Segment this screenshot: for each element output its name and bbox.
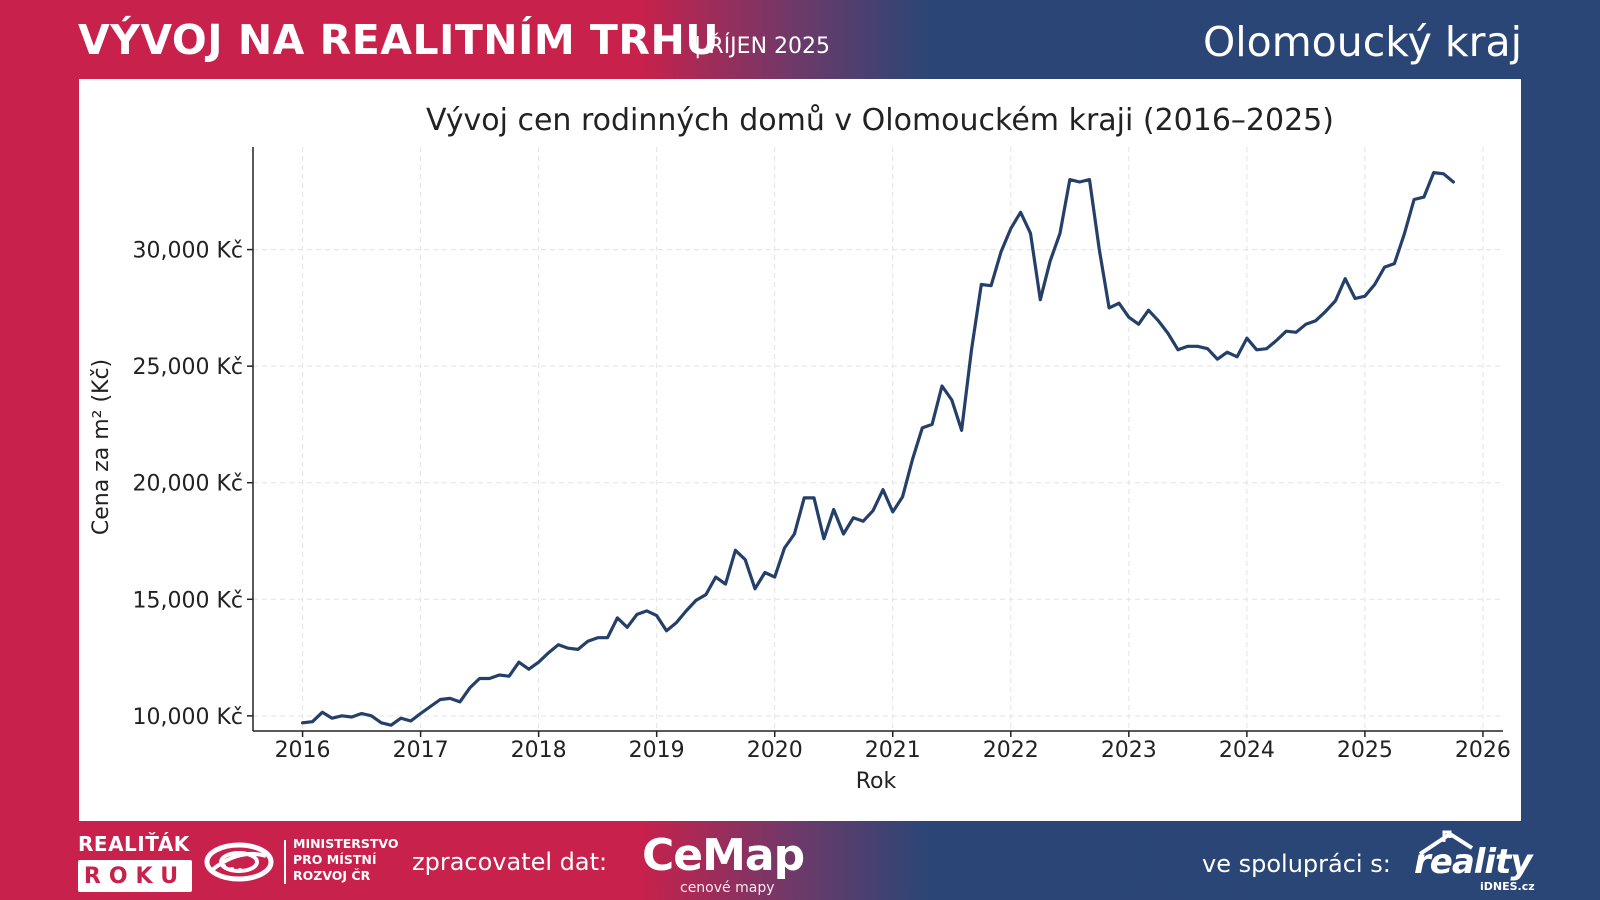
x-tick-label: 2017	[393, 738, 449, 763]
footer-divider	[284, 840, 286, 884]
cemap-logo-sub: cenové mapy	[680, 880, 775, 896]
reality-logo-word: reality	[1414, 842, 1532, 882]
x-tick-label: 2018	[511, 738, 567, 763]
series-line	[301, 171, 1455, 727]
mmr-line-2: PRO MÍSTNÍ	[293, 852, 377, 867]
header: VÝVOJ NA REALITNÍM TRHU | ŘÍJEN 2025 Olo…	[0, 0, 1600, 78]
house-roof-icon	[1418, 830, 1474, 856]
y-tick-label: 25,000 Kč	[133, 355, 244, 380]
x-tick-label: 2026	[1455, 738, 1511, 763]
mmr-emblem-icon	[204, 842, 274, 882]
x-tick-label: 2020	[747, 738, 803, 763]
x-tick-label: 2024	[1219, 738, 1275, 763]
x-tick-label: 2019	[629, 738, 685, 763]
price-chart: 2016 2017 2018 2019 2020 2021 2022 2023 2024 2025…	[89, 103, 1511, 794]
mmr-line-1: MINISTERSTVO	[293, 836, 399, 851]
x-tick-label: 2016	[275, 738, 331, 763]
mmr-line-3: ROZVOJ ČR	[293, 868, 371, 883]
cemap-logo-word: CeMap	[642, 830, 805, 881]
x-tick-label: 2025	[1337, 738, 1393, 763]
y-axis-label: Cena za m² (Kč)	[89, 359, 114, 535]
data-processor-label: zpracovatel dat:	[412, 848, 608, 876]
report-title: VÝVOJ NA REALITNÍM TRHU	[78, 16, 720, 64]
cemap-logo: CeMap cenové mapy	[642, 830, 822, 896]
chart-title: Vývoj cen rodinných domů v Olomouckém kr…	[426, 103, 1334, 138]
realitak-logo-top: REALIŤÁK	[78, 832, 190, 856]
partner-label: ve spolupráci s:	[1202, 850, 1391, 878]
y-tick-label: 10,000 Kč	[133, 705, 244, 730]
footer: REALIŤÁK ROKU MINISTERSTVO PRO MÍSTNÍ RO…	[0, 822, 1600, 900]
x-axis-label: Rok	[856, 769, 897, 794]
y-tick-label: 30,000 Kč	[133, 239, 244, 264]
region-name: Olomoucký kraj	[1203, 18, 1522, 66]
chart-panel: 2016 2017 2018 2019 2020 2021 2022 2023 2024 2025…	[79, 79, 1521, 821]
x-tick-label: 2021	[865, 738, 921, 763]
mmr-logo-text: MINISTERSTVO PRO MÍSTNÍ ROZVOJ ČR	[293, 836, 399, 884]
realitak-logo-box: ROKU	[78, 860, 192, 892]
report-date: | ŘÍJEN 2025	[694, 34, 831, 59]
y-tick-label: 20,000 Kč	[133, 472, 244, 497]
x-tick-label: 2022	[983, 738, 1039, 763]
reality-logo-sub: iDNES.cz	[1480, 880, 1535, 893]
y-tick-label: 15,000 Kč	[133, 588, 244, 613]
reality-idnes-logo: reality iDNES.cz	[1410, 828, 1535, 894]
x-tick-label: 2023	[1101, 738, 1157, 763]
realitak-roku-logo: REALIŤÁK ROKU	[78, 832, 194, 894]
